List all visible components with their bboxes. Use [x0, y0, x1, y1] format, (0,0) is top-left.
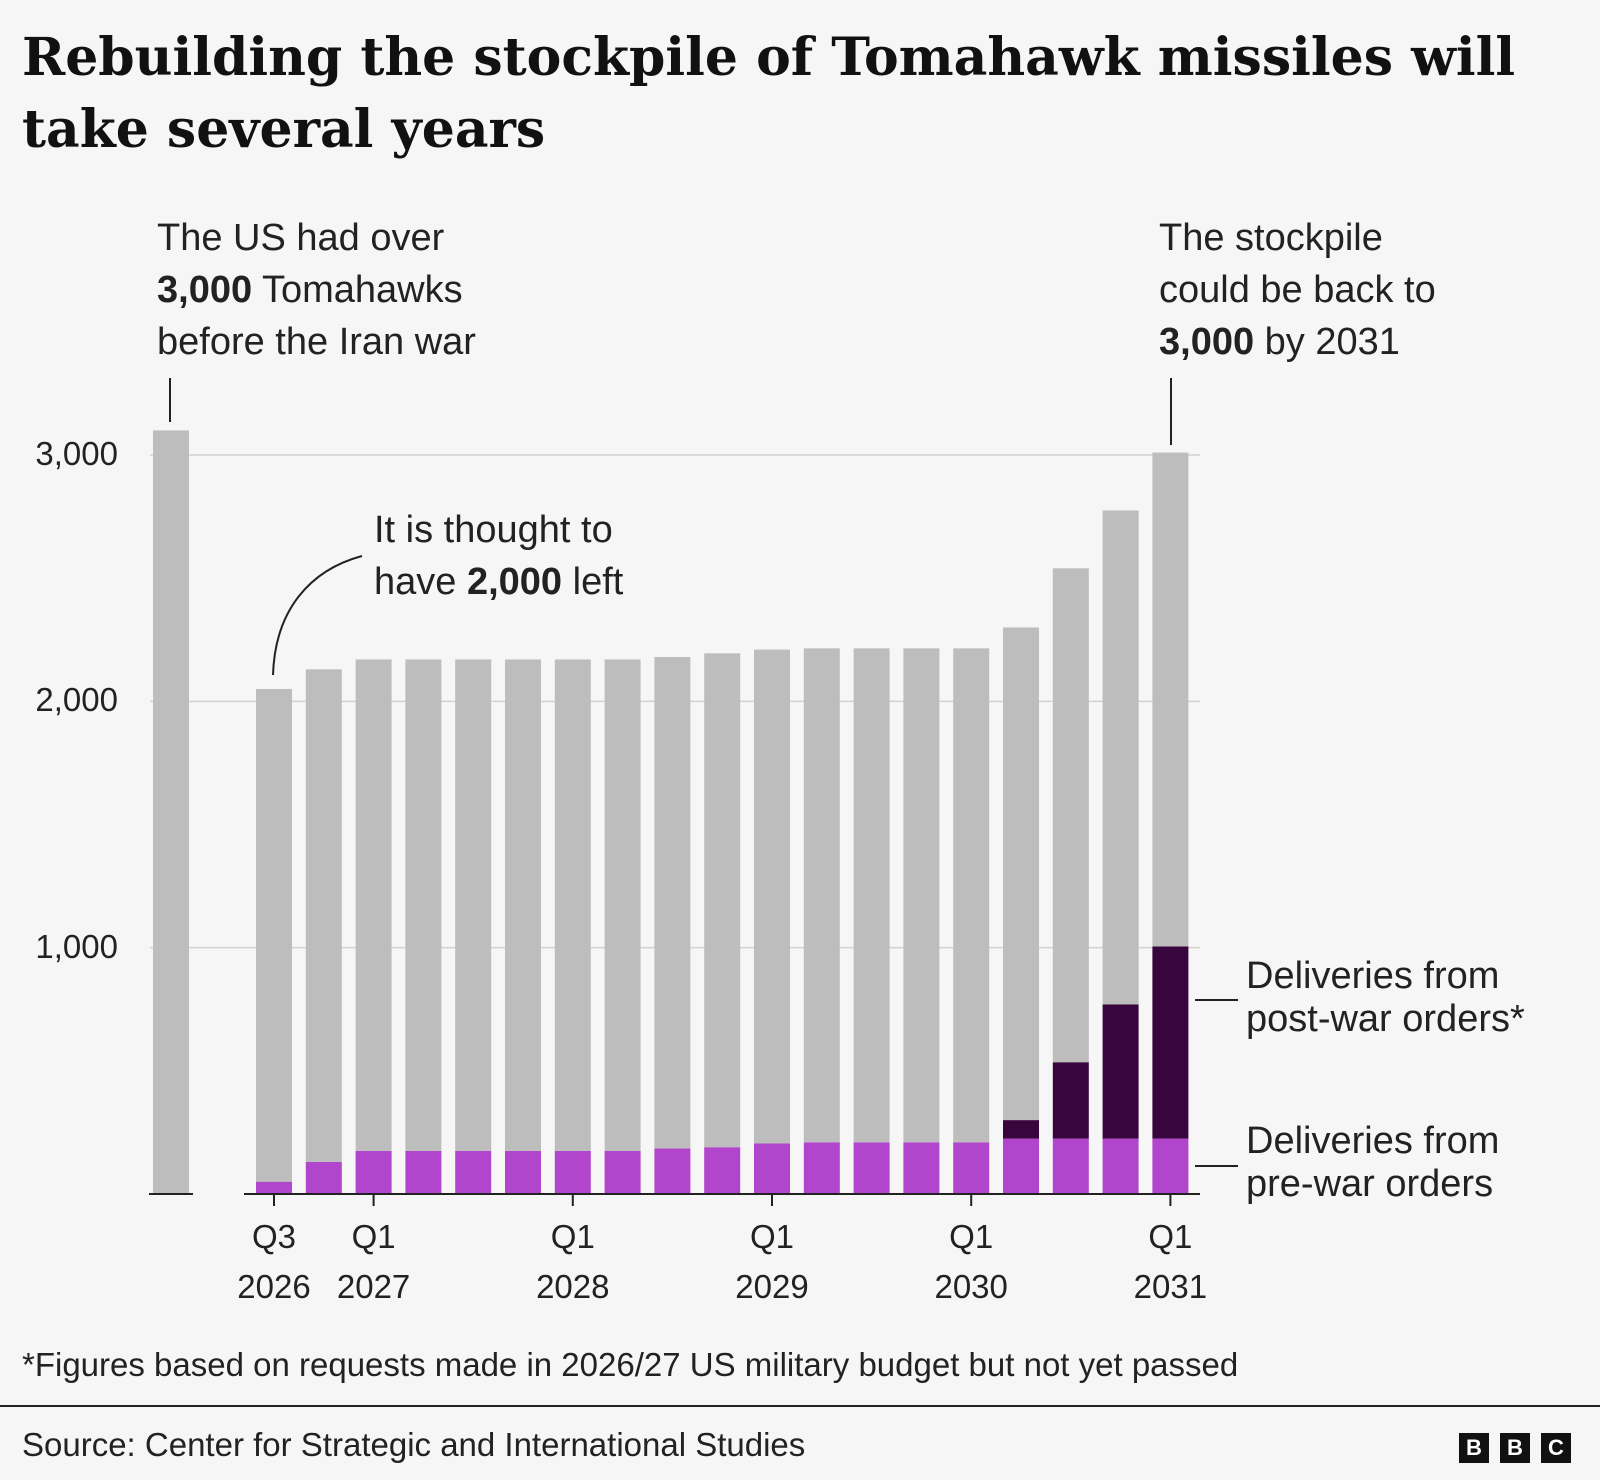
- bar-segment: [853, 1142, 890, 1194]
- bar-segment: [654, 656, 691, 1149]
- bar-segment: [554, 1150, 591, 1194]
- x-tick-label: Q3 2026: [237, 1218, 311, 1305]
- y-tick-label: 1,000: [35, 927, 118, 965]
- annotation: It is thought to have 2,000 left: [374, 504, 623, 608]
- bar-segment: [953, 648, 990, 1143]
- annotation: The stockpile could be back to 3,000 by …: [1159, 212, 1436, 368]
- bar-segment: [704, 1147, 741, 1194]
- x-tick-label: Q1 2031: [1133, 1218, 1208, 1305]
- bar-segment: [1152, 1138, 1189, 1194]
- bar-segment: [455, 1150, 492, 1194]
- bar-segment: [1003, 627, 1039, 1121]
- logo: B: [1500, 1433, 1530, 1463]
- bar-segment: [803, 648, 840, 1143]
- bar-segment: [903, 1142, 940, 1194]
- bar-segment: [1152, 452, 1189, 947]
- footnote: *Figures based on requests made in 2026/…: [22, 1346, 1239, 1383]
- annotation-part: The US had over: [157, 217, 445, 259]
- annotation-part: It is thought to have: [374, 509, 613, 603]
- bar-segment: [953, 1142, 990, 1194]
- chart-title: Rebuilding the stockpile of Tomahawk mis…: [22, 27, 1516, 160]
- bar-segment: [604, 1150, 641, 1194]
- annotation-part: 3,000: [157, 269, 253, 311]
- bar-segment: [1102, 1138, 1139, 1194]
- bar-segment: [754, 649, 790, 1144]
- bar-segment: [754, 1143, 790, 1194]
- legend-label: Deliveries from post-war orders*: [1246, 955, 1525, 1040]
- bar-segment: [153, 430, 189, 1194]
- bar-segment: [1152, 946, 1189, 1139]
- y-tick-label: 3,000: [35, 435, 118, 472]
- annotation-part: 2,000: [466, 561, 563, 603]
- x-tick-label: Q1 2027: [336, 1218, 411, 1305]
- bar-segment: [405, 659, 442, 1151]
- bar-segment: [256, 689, 292, 1182]
- bar-segment: [505, 659, 541, 1151]
- annotation-part: The stockpile could be back to: [1159, 217, 1436, 311]
- bar-segment: [554, 659, 591, 1151]
- bar-segment: [1052, 568, 1089, 1063]
- bar-segment: [355, 1150, 392, 1194]
- logo: B: [1459, 1433, 1489, 1463]
- bar-segment: [305, 669, 342, 1162]
- bar-segment: [455, 659, 492, 1151]
- bar-segment: [803, 1142, 840, 1194]
- annotation-line: [272, 555, 363, 676]
- bar-segment: [1052, 1138, 1089, 1194]
- bar-segment: [704, 653, 741, 1148]
- logo: C: [1541, 1433, 1571, 1463]
- x-tick-label: Q1 2030: [934, 1218, 1008, 1305]
- bar-segment: [405, 1150, 442, 1194]
- bar-segment: [355, 659, 392, 1151]
- annotation-part: 3,000: [1159, 321, 1255, 363]
- bar-segment: [604, 659, 641, 1151]
- bar-segment: [256, 1181, 292, 1194]
- bar-segment: [1003, 1138, 1039, 1194]
- bar-segment: [1102, 1004, 1139, 1139]
- y-tick-label: 2,000: [35, 681, 118, 719]
- bar-segment: [654, 1148, 691, 1194]
- annotation-part: left: [562, 561, 624, 603]
- source: Source: Center for Strategic and Interna…: [22, 1426, 806, 1463]
- legend-label: Deliveries from pre-war orders: [1246, 1120, 1500, 1205]
- bar-segment: [1052, 1062, 1089, 1139]
- bar-segment: [505, 1150, 541, 1194]
- x-tick-label: Q1 2029: [735, 1218, 809, 1305]
- bar-segment: [853, 648, 890, 1143]
- annotation-part: Tomahawks before the Iran war: [157, 269, 476, 363]
- bar-segment: [1003, 1120, 1039, 1139]
- x-tick-label: Q1 2028: [536, 1218, 610, 1305]
- annotation: The US had over 3,000 Tomahawks before t…: [157, 212, 476, 368]
- bar-segment: [305, 1161, 342, 1194]
- bar-segment: [1102, 510, 1139, 1005]
- bar-segment: [903, 648, 940, 1143]
- annotation-part: by 2031: [1254, 321, 1400, 363]
